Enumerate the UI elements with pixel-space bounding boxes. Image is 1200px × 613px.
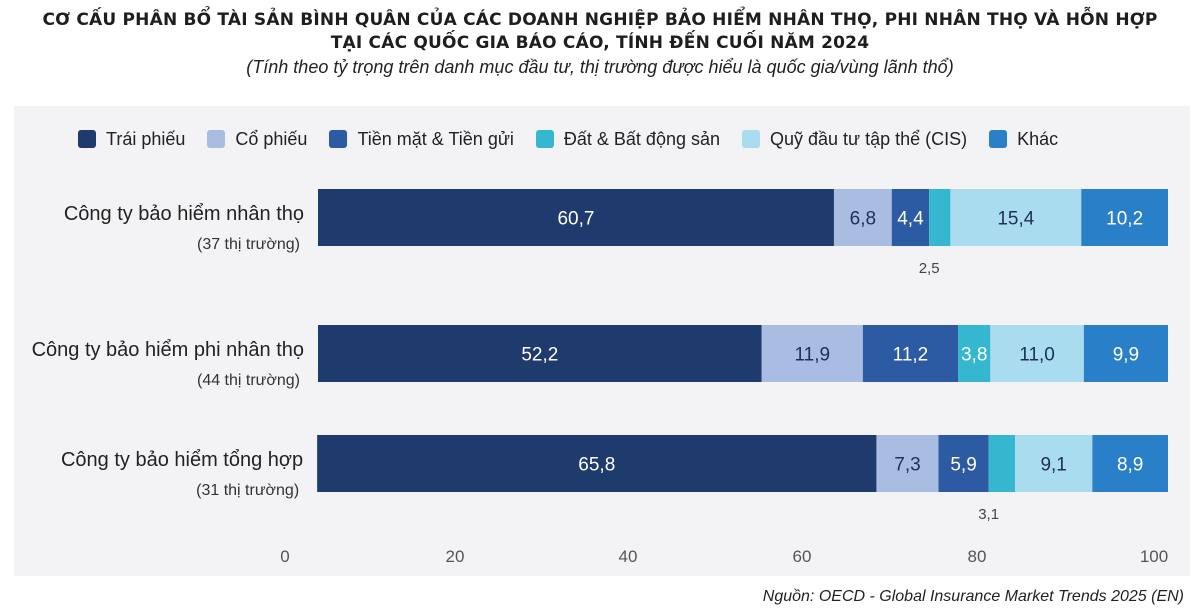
bar-segment (317, 435, 877, 492)
data-label: 5,9 (950, 455, 976, 476)
x-tick-label: 80 (968, 547, 987, 566)
data-label: 11,2 (893, 345, 929, 366)
bar-segment (318, 189, 834, 246)
data-label: 4,4 (897, 209, 924, 230)
category-label: Công ty bảo hiểm nhân thọ (63, 203, 304, 225)
category-sublabel: (31 thị trường) (196, 482, 300, 499)
data-label: 7,3 (894, 455, 920, 476)
bar-segment (950, 189, 1082, 246)
x-tick-label: 0 (280, 547, 289, 566)
bar-segment (1083, 325, 1168, 382)
category-label: Công ty bảo hiểm tổng hợp (60, 449, 304, 471)
data-label: 15,4 (997, 209, 1034, 230)
bar-segment (833, 189, 892, 246)
bar-segment (990, 325, 1084, 382)
bar-segment (891, 189, 930, 246)
legend-item: Tiền mặt & Tiền gửi (329, 128, 514, 150)
legend-item: Quỹ đầu tư tập thể (CIS) (742, 129, 967, 150)
chart-subtitle: (Tính theo tỷ trọng trên danh mục đầu tư… (246, 57, 954, 77)
chart-legend: Trái phiếu Cổ phiếu Tiền mặt & Tiền gửi Đất… (78, 127, 1080, 151)
legend-item: Cổ phiếu (207, 129, 307, 150)
category-sublabel: (44 thị trường) (196, 372, 300, 389)
data-label: 65,8 (578, 455, 615, 476)
data-label: 60,7 (557, 209, 594, 230)
legend-swatch (78, 130, 96, 148)
legend-swatch (329, 130, 348, 148)
legend-item: Khác (989, 129, 1058, 150)
bar-segment (929, 189, 951, 246)
legend-swatch (207, 130, 226, 148)
data-label: 52,2 (521, 345, 558, 366)
legend-swatch (989, 130, 1008, 148)
legend-swatch (535, 130, 554, 148)
bar-segment (988, 435, 1015, 492)
bar-segment (1081, 189, 1168, 246)
x-tick-label: 100 (1140, 547, 1168, 566)
bar-segment (761, 325, 863, 382)
data-label: 11,0 (1019, 345, 1055, 366)
bar-segment (1092, 435, 1168, 492)
data-label: 9,1 (1040, 455, 1066, 476)
legend-item: Đất & Bất động sản (535, 128, 720, 150)
x-tick-label: 40 (619, 547, 638, 566)
data-label: 2,5 (919, 260, 940, 277)
legend-item: Trái phiếu (78, 129, 185, 150)
chart-title-line2: TẠI CÁC QUỐC GIA BÁO CÁO, TÍNH ĐẾN CUỐI … (330, 33, 870, 53)
bar-segment (862, 325, 959, 382)
legend-label: Quỹ đầu tư tập thể (CIS) (770, 128, 968, 149)
data-label: 9,9 (1113, 345, 1139, 366)
chart-source: Nguồn: OECD - Global Insurance Market Tr… (762, 588, 1184, 605)
x-tick-label: 60 (793, 547, 812, 566)
legend-label: Khác (1017, 128, 1059, 149)
data-label: 10,2 (1106, 209, 1143, 230)
chart-title-line1: CƠ CẤU PHÂN BỔ TÀI SẢN BÌNH QUÂN CỦA CÁC… (42, 10, 1158, 30)
bar-segment (876, 435, 939, 492)
bar-segment (318, 325, 762, 382)
legend-label: Cổ phiếu (235, 128, 308, 149)
category-label: Công ty bảo hiểm phi nhân thọ (31, 339, 304, 361)
data-label: 6,8 (850, 209, 876, 230)
legend-label: Đất & Bất động sản (563, 128, 720, 149)
data-label: 3,1 (978, 506, 999, 523)
legend-swatch (742, 130, 760, 148)
category-sublabel: (37 thị trường) (196, 236, 300, 253)
x-tick-label: 20 (446, 547, 465, 566)
bar-segment (958, 325, 991, 382)
data-label: 8,9 (1117, 455, 1143, 476)
legend-label: Tiền mặt & Tiền gửi (357, 128, 514, 149)
bar-segment (938, 435, 989, 492)
data-label: 3,8 (961, 345, 987, 366)
data-label: 11,9 (794, 345, 830, 366)
legend-label: Trái phiếu (106, 128, 186, 149)
bar-segment (1015, 435, 1093, 492)
